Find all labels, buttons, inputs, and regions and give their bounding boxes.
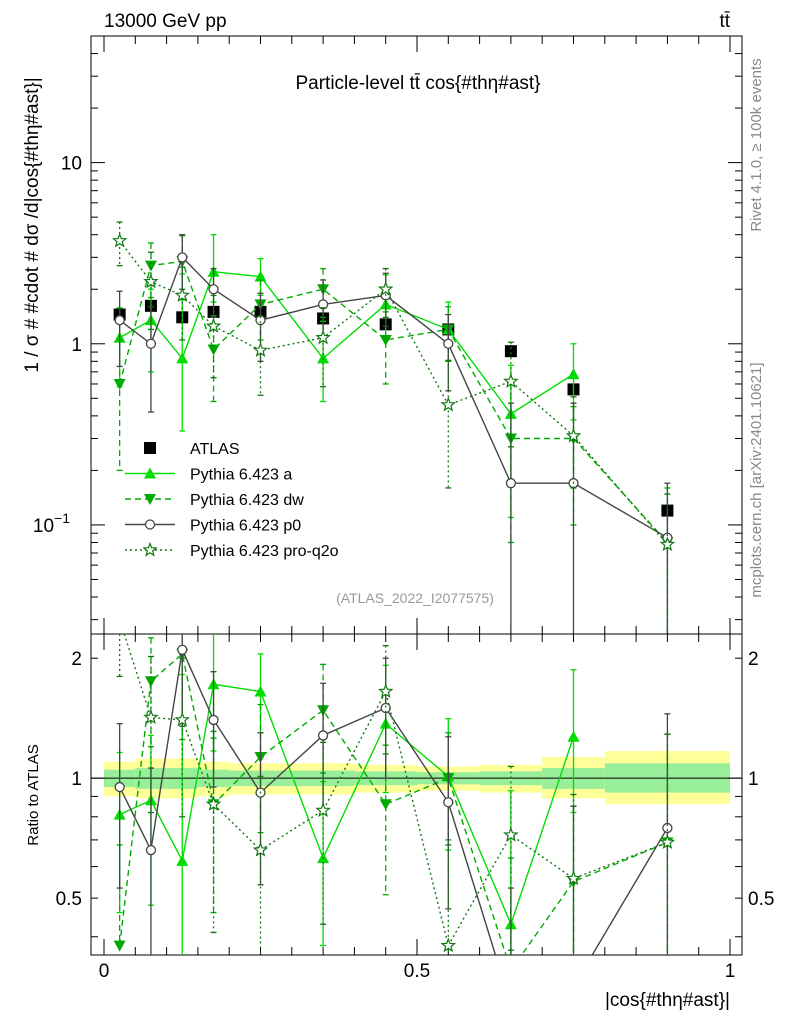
marker-p0 bbox=[443, 338, 454, 349]
marker-proq2o bbox=[503, 373, 519, 388]
energy-label: 13000 GeV pp bbox=[104, 11, 227, 32]
marker-p0 bbox=[114, 315, 125, 326]
series-proq2o bbox=[116, 634, 676, 955]
marker-p0 bbox=[662, 822, 673, 834]
x-tick-label: 0 bbox=[99, 961, 110, 982]
marker-dw bbox=[207, 344, 220, 356]
marker-proq2o bbox=[174, 287, 190, 302]
marker-proq2o bbox=[377, 280, 394, 296]
legend-label: Pythia 6.423 a bbox=[190, 467, 292, 484]
marker-a bbox=[254, 270, 267, 282]
marker-p0 bbox=[177, 644, 188, 655]
marker-proq2o bbox=[205, 796, 222, 811]
analysis-annotation: (ATLAS_2022_I2077575) bbox=[336, 590, 494, 606]
marker-p0 bbox=[317, 730, 329, 741]
y-tick-label-right: 1 bbox=[748, 769, 759, 790]
legend-item-a: Pythia 6.423 a bbox=[125, 467, 292, 484]
chart-title: Particle-level tt̄ cos{#thη#ast} bbox=[295, 73, 540, 94]
marker-proq2o bbox=[440, 937, 457, 953]
marker-proq2o bbox=[111, 232, 128, 248]
series-proq2o bbox=[111, 221, 676, 634]
marker-dw bbox=[113, 940, 126, 952]
legend-marker-proq2o bbox=[142, 541, 158, 557]
y-tick-label-right: 2 bbox=[748, 649, 759, 670]
y-tick-label-right: 0.5 bbox=[748, 889, 774, 910]
marker-a bbox=[254, 685, 267, 697]
legend-item-dw: Pythia 6.423 dw bbox=[125, 492, 304, 509]
legend-label: Pythia 6.423 p0 bbox=[190, 518, 301, 535]
legend-marker-dw bbox=[144, 494, 156, 505]
marker-proq2o bbox=[315, 329, 331, 345]
marker-proq2o bbox=[205, 318, 222, 333]
marker-p0 bbox=[505, 478, 517, 489]
marker-dw bbox=[144, 260, 157, 272]
marker-proq2o bbox=[143, 273, 159, 289]
marker-proq2o bbox=[659, 536, 676, 552]
marker-p0 bbox=[208, 714, 219, 726]
source-label: mcplots.cern.ch [arXiv:2401.10621] bbox=[748, 362, 765, 597]
marker-p0 bbox=[208, 284, 219, 295]
marker-p0 bbox=[145, 844, 157, 856]
rivet-label: Rivet 4.1.0, ≥ 100k events bbox=[748, 58, 765, 231]
marker-p0 bbox=[177, 252, 188, 263]
marker-proq2o bbox=[565, 427, 582, 443]
marker-proq2o bbox=[440, 396, 457, 412]
x-tick-label: 0.5 bbox=[404, 961, 430, 982]
series-line-dw bbox=[119, 652, 668, 955]
series-p0 bbox=[114, 634, 673, 955]
marker-dw bbox=[379, 334, 392, 346]
legend-item-p0: Pythia 6.423 p0 bbox=[125, 518, 301, 535]
marker-proq2o bbox=[315, 802, 331, 818]
legend-marker-a bbox=[144, 467, 156, 479]
marker-a bbox=[176, 854, 189, 866]
y-tick-label: 10 bbox=[61, 154, 82, 175]
process-label: tt̄ bbox=[719, 11, 730, 32]
marker-dw bbox=[379, 799, 392, 811]
marker-p0 bbox=[114, 781, 125, 793]
legend-label: Pythia 6.423 dw bbox=[190, 492, 304, 509]
legend: ATLAS Pythia 6.423 a Pythia 6.423 dw Pythia… bbox=[125, 441, 339, 560]
legend-label: Pythia 6.423 pro-q2o bbox=[190, 543, 339, 560]
marker-proq2o bbox=[503, 826, 519, 842]
series-line-a bbox=[119, 683, 575, 927]
marker-proq2o bbox=[659, 834, 676, 850]
data-point bbox=[504, 345, 517, 358]
legend-item-proq2o: Pythia 6.423 pro-q2o bbox=[125, 541, 339, 560]
marker-proq2o bbox=[252, 342, 269, 357]
marker-proq2o bbox=[377, 683, 394, 699]
legend-marker-p0 bbox=[144, 519, 156, 530]
series-line-a bbox=[119, 270, 574, 415]
marker-p0 bbox=[443, 797, 454, 808]
main-ylabel: 1 / σ # #cdot # dσ /d|cos{#thη#ast}| bbox=[22, 77, 43, 372]
marker-proq2o bbox=[143, 709, 159, 725]
series-line-dw bbox=[119, 260, 668, 543]
legend-label: ATLAS bbox=[190, 441, 240, 458]
legend-marker-data bbox=[144, 442, 156, 454]
marker-p0 bbox=[145, 338, 157, 349]
legend-item-data: ATLAS bbox=[144, 441, 240, 458]
marker-a bbox=[176, 352, 189, 364]
marker-proq2o bbox=[174, 711, 190, 727]
y-tick-label: 0.5 bbox=[56, 889, 82, 910]
y-tick-label: 1 bbox=[71, 769, 82, 790]
marker-proq2o bbox=[565, 870, 582, 886]
marker-dw bbox=[113, 378, 126, 390]
y-tick-label: 1 bbox=[71, 335, 82, 356]
ratio-ylabel: Ratio to ATLAS bbox=[25, 744, 42, 845]
marker-a bbox=[567, 730, 580, 742]
marker-a bbox=[567, 368, 580, 380]
xlabel: |cos{#thη#ast}| bbox=[605, 990, 730, 1011]
marker-proq2o bbox=[252, 841, 269, 857]
y-tick-label: 2 bbox=[71, 649, 82, 670]
ratio-panel: 0.5 0.5 1 1 2 2 0 0.5 1 bbox=[56, 633, 774, 982]
x-tick-label: 1 bbox=[725, 961, 736, 982]
